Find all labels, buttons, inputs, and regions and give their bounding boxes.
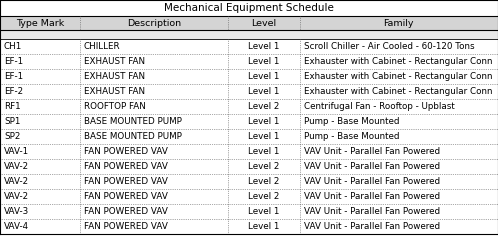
Bar [0, 159, 498, 174]
Bar [0, 219, 498, 234]
Text: Mechanical Equipment Schedule: Mechanical Equipment Schedule [164, 3, 334, 13]
Bar [0, 0, 498, 16]
Bar [0, 189, 498, 204]
Text: CHILLER: CHILLER [84, 42, 121, 51]
Text: FAN POWERED VAV: FAN POWERED VAV [84, 222, 168, 231]
Text: Level 2: Level 2 [249, 102, 280, 111]
Text: FAN POWERED VAV: FAN POWERED VAV [84, 207, 168, 216]
Text: VAV Unit - Parallel Fan Powered: VAV Unit - Parallel Fan Powered [304, 147, 440, 156]
Text: EF-2: EF-2 [4, 87, 23, 96]
Text: Level 1: Level 1 [249, 147, 280, 156]
Text: VAV-3: VAV-3 [4, 207, 29, 216]
Text: BASE MOUNTED PUMP: BASE MOUNTED PUMP [84, 132, 182, 141]
Text: Family: Family [383, 18, 413, 28]
Text: Exhauster with Cabinet - Rectangular Conn: Exhauster with Cabinet - Rectangular Con… [304, 87, 493, 96]
Text: Level 1: Level 1 [249, 57, 280, 66]
Text: Pump - Base Mounted: Pump - Base Mounted [304, 117, 399, 126]
Text: EF-1: EF-1 [4, 57, 23, 66]
Text: Level 1: Level 1 [249, 207, 280, 216]
Bar [0, 39, 498, 54]
Text: VAV-4: VAV-4 [4, 222, 29, 231]
Text: VAV-1: VAV-1 [4, 147, 29, 156]
Bar [0, 144, 498, 159]
Text: VAV Unit - Parallel Fan Powered: VAV Unit - Parallel Fan Powered [304, 177, 440, 186]
Text: VAV Unit - Parallel Fan Powered: VAV Unit - Parallel Fan Powered [304, 192, 440, 201]
Text: VAV Unit - Parallel Fan Powered: VAV Unit - Parallel Fan Powered [304, 162, 440, 171]
Bar [0, 69, 498, 84]
Text: EXHAUST FAN: EXHAUST FAN [84, 87, 145, 96]
Text: Scroll Chiller - Air Cooled - 60-120 Tons: Scroll Chiller - Air Cooled - 60-120 Ton… [304, 42, 475, 51]
Text: BASE MOUNTED PUMP: BASE MOUNTED PUMP [84, 117, 182, 126]
Text: EXHAUST FAN: EXHAUST FAN [84, 57, 145, 66]
Text: Pump - Base Mounted: Pump - Base Mounted [304, 132, 399, 141]
Text: RF1: RF1 [4, 102, 20, 111]
Text: Type Mark: Type Mark [16, 18, 64, 28]
Text: VAV-2: VAV-2 [4, 177, 29, 186]
Bar [0, 114, 498, 129]
Text: SP1: SP1 [4, 117, 20, 126]
Text: Level 1: Level 1 [249, 117, 280, 126]
Text: Centrifugal Fan - Rooftop - Upblast: Centrifugal Fan - Rooftop - Upblast [304, 102, 455, 111]
Bar [0, 174, 498, 189]
Text: Level 1: Level 1 [249, 72, 280, 81]
Text: FAN POWERED VAV: FAN POWERED VAV [84, 147, 168, 156]
Bar [0, 204, 498, 219]
Text: VAV-2: VAV-2 [4, 192, 29, 201]
Text: Exhauster with Cabinet - Rectangular Conn: Exhauster with Cabinet - Rectangular Con… [304, 72, 493, 81]
Bar [0, 54, 498, 69]
Text: FAN POWERED VAV: FAN POWERED VAV [84, 162, 168, 171]
Text: Level 2: Level 2 [249, 192, 280, 201]
Text: Exhauster with Cabinet - Rectangular Conn: Exhauster with Cabinet - Rectangular Con… [304, 57, 493, 66]
Text: EF-1: EF-1 [4, 72, 23, 81]
Text: VAV Unit - Parallel Fan Powered: VAV Unit - Parallel Fan Powered [304, 222, 440, 231]
Text: Level 1: Level 1 [249, 132, 280, 141]
Text: Level 2: Level 2 [249, 162, 280, 171]
Text: Level 1: Level 1 [249, 42, 280, 51]
Text: VAV-2: VAV-2 [4, 162, 29, 171]
Text: Level 1: Level 1 [249, 222, 280, 231]
Text: Level 1: Level 1 [249, 87, 280, 96]
Text: SP2: SP2 [4, 132, 20, 141]
Text: Description: Description [127, 18, 181, 28]
Text: VAV Unit - Parallel Fan Powered: VAV Unit - Parallel Fan Powered [304, 207, 440, 216]
Text: ROOFTOP FAN: ROOFTOP FAN [84, 102, 146, 111]
Bar [0, 129, 498, 144]
Bar [0, 30, 498, 39]
Text: FAN POWERED VAV: FAN POWERED VAV [84, 177, 168, 186]
Text: FAN POWERED VAV: FAN POWERED VAV [84, 192, 168, 201]
Text: EXHAUST FAN: EXHAUST FAN [84, 72, 145, 81]
Text: CH1: CH1 [4, 42, 22, 51]
Bar [0, 16, 498, 30]
Text: Level: Level [251, 18, 276, 28]
Bar [0, 84, 498, 99]
Text: Level 2: Level 2 [249, 177, 280, 186]
Bar [0, 99, 498, 114]
